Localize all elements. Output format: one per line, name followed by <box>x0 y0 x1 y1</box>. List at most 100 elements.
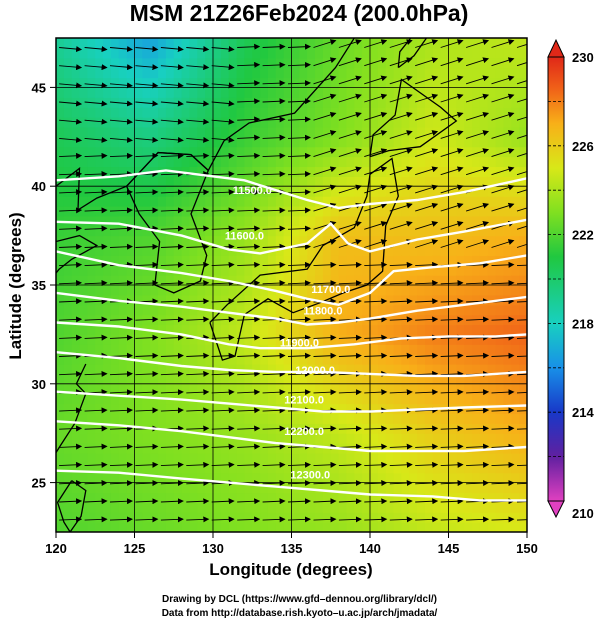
field-cell <box>299 146 308 158</box>
field-cell <box>173 126 183 138</box>
field-cell <box>456 354 465 365</box>
field-cell <box>71 482 81 494</box>
field-cell <box>189 47 198 59</box>
wind-arrow <box>186 136 210 143</box>
field-cell <box>307 433 316 444</box>
field-cell <box>495 126 505 138</box>
field-cell <box>385 344 395 355</box>
field-cell <box>213 482 222 494</box>
field-cell <box>87 225 96 237</box>
field-cell <box>63 255 73 266</box>
field-cell <box>165 77 175 88</box>
field-cell <box>150 107 159 118</box>
field-cell <box>236 146 245 158</box>
field-cell <box>173 38 183 49</box>
field-cell <box>338 67 348 79</box>
field-cell <box>354 344 363 355</box>
field-cell <box>440 156 450 168</box>
field-cell <box>440 294 450 306</box>
field-cell <box>165 146 175 158</box>
field-cell <box>134 334 143 345</box>
field-cell <box>267 126 277 138</box>
field-cell <box>134 67 143 79</box>
field-cell <box>87 126 96 138</box>
field-cell <box>228 136 238 148</box>
field-cell <box>181 67 191 79</box>
field-cell <box>519 275 527 286</box>
field-cell <box>307 423 316 434</box>
field-cell <box>110 334 120 345</box>
field-cell <box>456 502 465 513</box>
field-cell <box>228 126 238 138</box>
wind-arrow <box>516 264 527 267</box>
field-cell <box>236 215 245 227</box>
field-cell <box>134 235 143 247</box>
field-cell <box>142 265 151 276</box>
field-cell <box>464 126 473 138</box>
field-cell <box>519 87 527 98</box>
wind-arrow <box>389 443 413 450</box>
field-cell <box>95 156 104 168</box>
field-cell <box>448 117 457 128</box>
field-cell <box>103 443 112 454</box>
field-cell <box>511 107 520 118</box>
field-cell <box>315 77 324 88</box>
field-cell <box>236 235 245 247</box>
field-cell <box>448 364 457 375</box>
field-cell <box>165 235 175 247</box>
field-cell <box>150 255 159 266</box>
field-cell <box>134 166 143 177</box>
field-cell <box>267 57 277 69</box>
field-cell <box>495 176 505 187</box>
field-cell <box>150 126 159 138</box>
wind-arrow <box>415 39 439 48</box>
field-cell <box>503 215 512 227</box>
field-cell <box>236 304 245 316</box>
field-cell <box>158 443 167 454</box>
field-cell <box>519 383 527 395</box>
field-cell <box>307 354 316 365</box>
field-cell <box>519 176 527 187</box>
field-cell <box>142 67 151 79</box>
field-cell <box>142 57 151 69</box>
field-cell <box>236 176 245 187</box>
field-cell <box>440 117 450 128</box>
field-cell <box>56 67 65 79</box>
field-cell <box>440 354 450 365</box>
field-cell <box>181 136 191 148</box>
field-cell <box>464 196 473 207</box>
wind-arrow <box>338 130 362 139</box>
field-cell <box>95 522 104 532</box>
field-cell <box>464 393 473 405</box>
field-cell <box>260 186 269 197</box>
field-cell <box>260 502 269 513</box>
field-cell <box>134 156 143 168</box>
field-cell <box>110 403 120 415</box>
field-cell <box>118 77 128 88</box>
field-cell <box>197 502 206 513</box>
field-cell <box>338 502 348 513</box>
field-cell <box>456 47 465 59</box>
field-cell <box>472 433 481 444</box>
field-cell <box>464 166 473 177</box>
field-cell <box>511 38 520 49</box>
field-cell <box>110 176 120 187</box>
field-cell <box>487 452 497 464</box>
field-cell <box>236 196 245 207</box>
field-cell <box>417 87 426 98</box>
wind-arrow <box>415 148 439 158</box>
field-cell <box>409 57 418 69</box>
field-cell <box>189 117 198 128</box>
field-cell <box>260 107 269 118</box>
field-cell <box>142 413 151 424</box>
field-cell <box>244 146 253 158</box>
field-cell <box>322 235 332 247</box>
wind-arrow <box>186 461 210 468</box>
field-cell <box>213 393 222 405</box>
field-cell <box>110 166 120 177</box>
field-cell <box>173 452 183 464</box>
coastline <box>369 78 458 158</box>
field-cell <box>220 502 230 513</box>
field-cell <box>417 57 426 69</box>
field-cell <box>393 433 402 444</box>
